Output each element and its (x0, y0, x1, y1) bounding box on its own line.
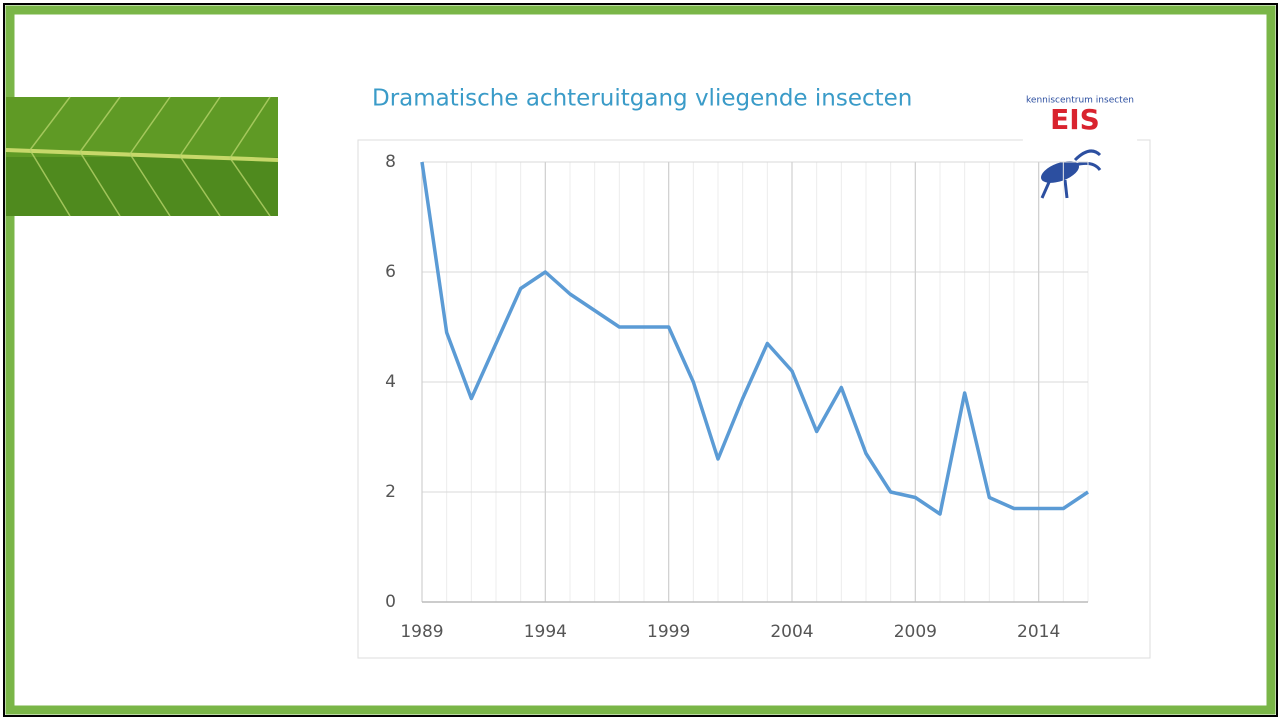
x-tick-label: 1989 (400, 622, 443, 642)
y-tick-label: 4 (385, 372, 396, 392)
y-tick-label: 8 (385, 152, 396, 172)
logo-caption: kenniscentrum insecten (1026, 96, 1134, 106)
logo: EIS kenniscentrum insecten (1022, 92, 1138, 208)
x-tick-label: 2009 (894, 622, 937, 642)
green-frame (5, 5, 1276, 715)
x-tick-label: 2004 (770, 622, 813, 642)
logo-text: EIS (1050, 103, 1100, 136)
chart-title: Dramatische achteruitgang vliegende inse… (372, 86, 912, 112)
beetle-legs (1040, 149, 1102, 199)
y-tick-label: 0 (385, 592, 396, 612)
y-tick-label: 6 (385, 262, 396, 282)
x-tick-label: 2014 (1017, 622, 1060, 642)
x-tick-label: 1999 (647, 622, 690, 642)
beetle (1040, 161, 1080, 183)
leaf-image (5, 96, 279, 217)
y-tick-label: 2 (385, 482, 396, 502)
data-line (420, 161, 1089, 516)
outer-border (3, 3, 1278, 717)
x-tick-label: 1994 (524, 622, 567, 642)
chart-frame (357, 139, 1151, 659)
